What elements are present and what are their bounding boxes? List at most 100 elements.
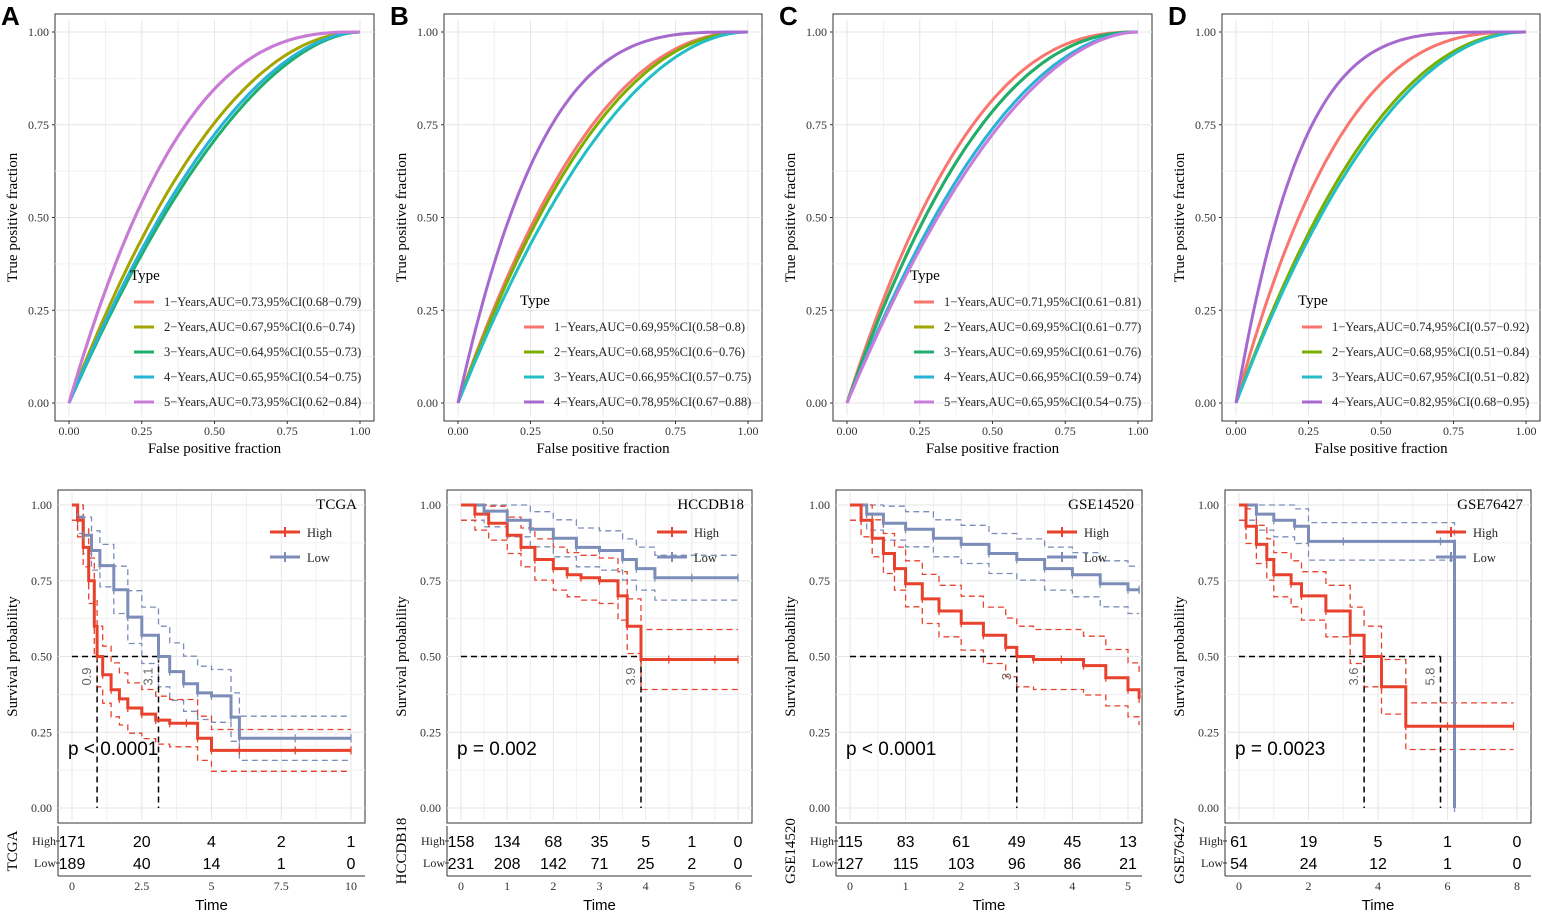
y-tick-label: 0.00	[806, 396, 827, 410]
x-axis-title: False positive fraction	[1314, 441, 1448, 457]
legend-entry: 4−Years,AUC=0.65,95%CI(0.54−0.75)	[164, 370, 361, 384]
x-tick-label: 4	[1069, 879, 1075, 893]
roc-curve-3	[67, 30, 361, 404]
risk-count-high: 61	[1230, 834, 1248, 851]
y-axis-title: Survival probability	[1172, 596, 1188, 717]
y-axis-title: Survival probability	[5, 596, 21, 717]
legend-entry: 3−Years,AUC=0.64,95%CI(0.55−0.73)	[164, 345, 361, 359]
x-tick-label: 0.50	[1371, 424, 1392, 438]
legend-entry: 4−Years,AUC=0.66,95%CI(0.59−0.74)	[944, 370, 1141, 384]
risk-row-label: High	[421, 834, 445, 848]
legend-entry: 1−Years,AUC=0.74,95%CI(0.57−0.92)	[1332, 320, 1529, 334]
y-tick-label: 0.75	[417, 118, 438, 132]
x-tick-label: 2	[550, 879, 556, 893]
y-tick-label: 0.75	[31, 574, 52, 588]
y-tick-label: 0.25	[420, 725, 441, 739]
x-tick-label: 2	[1306, 879, 1312, 893]
x-tick-label: 6	[1445, 879, 1451, 893]
km-title: HCCDB18	[677, 497, 744, 513]
x-tick-label: 1.00	[350, 424, 371, 438]
p-value: p < 0.0001	[68, 739, 158, 760]
legend-entry: 1−Years,AUC=0.71,95%CI(0.61−0.81)	[944, 295, 1141, 309]
x-axis-title: False positive fraction	[148, 441, 282, 457]
low-ci-upper	[72, 504, 351, 717]
median-label: 3.9	[623, 667, 638, 685]
y-tick-label: 0.25	[806, 303, 827, 317]
x-tick-label: 3	[597, 879, 603, 893]
panel-label: D	[1168, 1, 1187, 31]
x-tick-label: 0.25	[520, 424, 541, 438]
y-tick-label: 0.75	[420, 574, 441, 588]
risk-count-low: 2	[687, 856, 696, 873]
risk-count-high: 68	[544, 834, 562, 851]
roc-curve-3	[456, 30, 749, 404]
x-tick-label: 0.00	[59, 424, 80, 438]
low-ci-lower	[461, 519, 738, 601]
y-tick-label: 1.00	[31, 498, 52, 512]
risk-count-low: 24	[1300, 856, 1318, 873]
risk-count-high: 13	[1119, 834, 1137, 851]
roc-panel-B: B 0.00 0.25 0.50 0.75 1.00 0.00 0.25 0.50 0.75 1.0…	[390, 1, 763, 457]
risk-count-low: 127	[837, 856, 864, 873]
x-tick-label: 0.75	[1055, 424, 1076, 438]
legend-entry: High	[1084, 526, 1110, 540]
risk-row-label: High	[810, 834, 834, 848]
roc-curve-5	[67, 30, 360, 404]
high-curve	[850, 503, 1141, 699]
y-tick-label: 0.25	[417, 303, 438, 317]
median-label: 5.8	[1423, 667, 1438, 685]
y-tick-label: 0.50	[417, 211, 438, 225]
y-tick-label: 0.00	[1195, 396, 1216, 410]
y-tick-label: 0.50	[420, 650, 441, 664]
roc-curve-5	[845, 30, 1139, 404]
low-ci-upper	[461, 504, 738, 556]
legend-title: Type	[1298, 293, 1328, 309]
panel-label: A	[1, 1, 20, 31]
risk-row-label: High	[1199, 834, 1223, 848]
y-tick-label: 0.75	[1198, 574, 1219, 588]
risk-table-label: GSE14520	[783, 818, 799, 884]
y-tick-label: 0.25	[809, 725, 830, 739]
p-value: p < 0.0001	[846, 739, 936, 760]
x-tick-label: 0.25	[1298, 424, 1319, 438]
y-axis-title: True positive fraction	[783, 152, 799, 282]
legend-entry: Low	[1473, 551, 1496, 565]
median-label: 3.1	[141, 667, 156, 685]
risk-count-low: 71	[591, 856, 609, 873]
x-tick-label: 0.50	[982, 424, 1003, 438]
y-axis-title: Survival probability	[394, 596, 410, 717]
legend-entry: Low	[694, 551, 717, 565]
y-tick-label: 1.00	[28, 25, 49, 39]
x-tick-label: 0.25	[909, 424, 930, 438]
low-ci-upper	[850, 504, 1140, 567]
risk-count-low: 231	[448, 856, 475, 873]
legend-entry: 3−Years,AUC=0.66,95%CI(0.57−0.75)	[554, 370, 751, 384]
legend-entry: High	[1473, 526, 1499, 540]
y-tick-label: 1.00	[417, 25, 438, 39]
y-tick-label: 0.00	[31, 801, 52, 815]
legend-entry: 2−Years,AUC=0.67,95%CI(0.6−0.74)	[164, 320, 355, 334]
risk-count-high: 45	[1064, 834, 1082, 851]
legend-entry: High	[694, 526, 720, 540]
legend-entry: 3−Years,AUC=0.67,95%CI(0.51−0.82)	[1332, 370, 1529, 384]
risk-count-low: 54	[1230, 856, 1248, 873]
x-tick-label: 5	[689, 879, 695, 893]
risk-count-low: 189	[59, 856, 86, 873]
x-tick-label: 1.00	[1128, 424, 1149, 438]
x-tick-label: 0.00	[1226, 424, 1247, 438]
legend-title: Type	[520, 293, 550, 309]
risk-count-low: 12	[1369, 856, 1387, 873]
risk-count-high: 0	[734, 834, 743, 851]
risk-count-low: 103	[948, 856, 975, 873]
high-ci-lower	[850, 519, 1140, 725]
x-tick-label: 0.25	[131, 424, 152, 438]
legend-entry: 2−Years,AUC=0.68,95%CI(0.6−0.76)	[554, 345, 745, 359]
roc-curve-1	[845, 30, 1138, 404]
median-label: 3	[999, 673, 1014, 680]
low-curve	[72, 503, 351, 740]
x-tick-label: 0.75	[1443, 424, 1464, 438]
y-tick-label: 0.50	[28, 211, 49, 225]
x-tick-label: 0	[69, 879, 75, 893]
risk-count-low: 86	[1064, 856, 1082, 873]
risk-count-high: 61	[952, 834, 970, 851]
